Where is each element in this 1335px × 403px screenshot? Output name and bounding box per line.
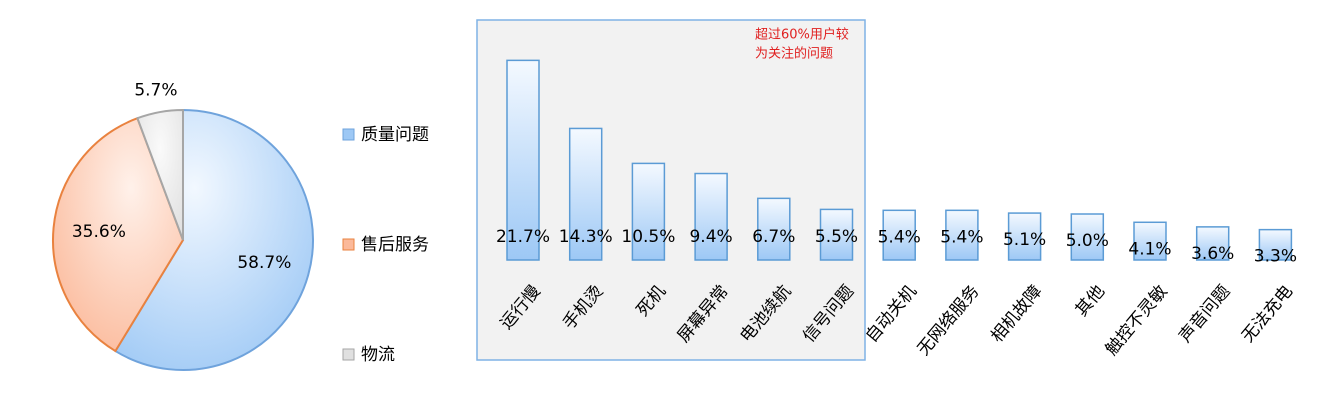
bar xyxy=(819,208,854,261)
x-tick-label: 自动关机 xyxy=(862,282,921,347)
bar xyxy=(882,209,916,261)
data-label: 3.3% xyxy=(1254,247,1297,267)
highlight-box xyxy=(476,19,866,361)
x-tick-label: 声音问题 xyxy=(1175,282,1234,347)
legend-label: 质量问题 xyxy=(361,125,429,145)
x-tick-label: 无法充电 xyxy=(1238,282,1297,347)
data-label: 21.7% xyxy=(496,227,550,247)
legend-swatch xyxy=(342,128,355,141)
data-label: 5.7% xyxy=(134,80,177,100)
bar xyxy=(1133,221,1167,261)
data-label: 35.6% xyxy=(72,222,126,242)
data-label: 10.5% xyxy=(621,227,675,247)
x-tick-label: 其他 xyxy=(1072,282,1109,321)
data-label: 6.7% xyxy=(752,227,795,247)
annotation: 超过60%用户较 xyxy=(755,27,849,43)
data-label: 5.4% xyxy=(878,227,921,247)
bar xyxy=(631,162,666,261)
data-label: 4.1% xyxy=(1128,239,1171,259)
data-label: 58.7% xyxy=(237,253,291,273)
bar xyxy=(568,127,603,261)
legend-label: 售后服务 xyxy=(361,235,429,255)
bar xyxy=(694,172,728,261)
data-label: 14.3% xyxy=(559,227,613,247)
data-label: 5.0% xyxy=(1066,231,1109,251)
bar xyxy=(1007,212,1042,261)
annotation: 为关注的问题 xyxy=(755,46,833,62)
legend-swatch xyxy=(342,348,355,361)
data-label: 5.1% xyxy=(1003,230,1046,250)
data-label: 9.4% xyxy=(689,227,732,247)
legend-label: 物流 xyxy=(361,345,395,365)
bar xyxy=(945,209,979,261)
legend-swatch xyxy=(342,238,355,251)
data-label: 5.5% xyxy=(815,227,858,247)
x-tick-label: 无网络服务 xyxy=(914,282,984,360)
bar xyxy=(1070,213,1105,261)
bar xyxy=(1195,226,1230,261)
x-tick-label: 触控不灵敏 xyxy=(1102,282,1172,360)
data-label: 5.4% xyxy=(940,227,983,247)
pie-slice xyxy=(52,116,185,353)
pie-slice xyxy=(136,108,184,241)
data-label: 3.6% xyxy=(1191,244,1234,264)
bar xyxy=(1258,228,1293,261)
bar xyxy=(506,59,540,261)
bar xyxy=(757,197,791,261)
pie-slice xyxy=(114,108,314,371)
x-tick-label: 相机故障 xyxy=(987,282,1046,347)
